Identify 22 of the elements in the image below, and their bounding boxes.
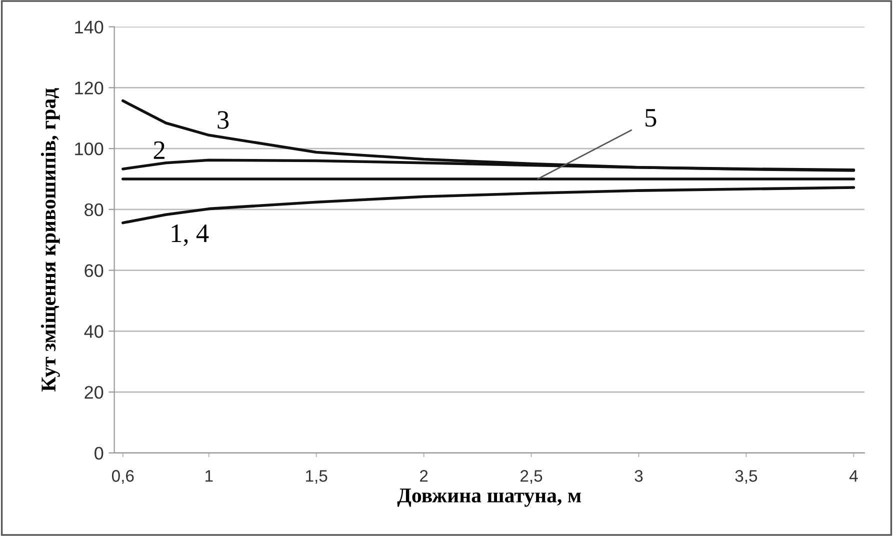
x-tick-label: 0,6: [112, 470, 134, 484]
y-tick-label: 20: [84, 386, 104, 399]
y-tick-label: 100: [75, 142, 104, 156]
x-tick-label: 4: [849, 470, 858, 482]
x-tick-label: 2: [420, 470, 428, 482]
y-tick-label: 140: [75, 20, 104, 34]
x-tick-label: 1,5: [306, 470, 328, 484]
x-tick-label: 3,5: [735, 470, 758, 484]
annotation: 2: [154, 141, 164, 159]
y-axis-title: Кут зміщення кривошипів, град: [40, 88, 60, 392]
x-tick-label: 2,5: [520, 470, 542, 484]
y-tick-label: 120: [75, 82, 104, 94]
x-axis-title: Довжина шатуна, м: [397, 488, 581, 507]
y-tick-label: 40: [84, 325, 104, 338]
y-tick-label: 80: [84, 203, 104, 216]
x-tick-label: 1: [206, 470, 213, 482]
y-tick-label: 0: [94, 446, 104, 460]
y-tick-label: 60: [84, 264, 104, 278]
annotation: 5: [646, 109, 656, 127]
x-tick-label: 3: [634, 470, 643, 482]
annotation: 3: [218, 111, 229, 129]
annotation: 1, 4: [172, 224, 209, 246]
